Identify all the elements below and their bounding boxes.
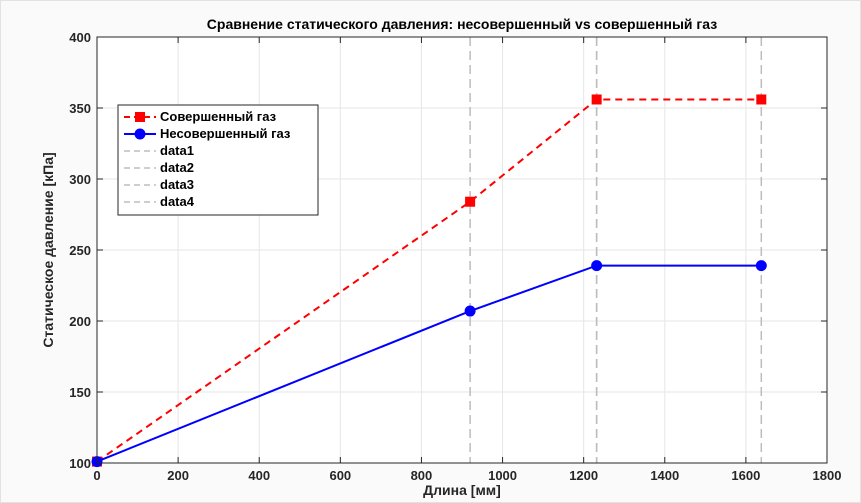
legend-label: data2 bbox=[160, 160, 194, 175]
legend-entry: data3 bbox=[124, 177, 194, 192]
data-point bbox=[755, 260, 767, 272]
series-line-1 bbox=[96, 264, 762, 463]
chart-title: Сравнение статического давления: несовер… bbox=[207, 16, 717, 32]
legend: Совершенный газ Несовершенный газ data1 dat… bbox=[117, 104, 319, 216]
y-tick-label: 400 bbox=[69, 30, 91, 45]
legend-label: Несовершенный газ bbox=[160, 126, 291, 141]
legend-entry: Совершенный газ bbox=[124, 109, 277, 124]
x-tick-label: 1200 bbox=[569, 468, 598, 483]
data-point bbox=[756, 94, 767, 105]
data-point bbox=[464, 305, 476, 317]
x-tick-label: 0 bbox=[93, 468, 100, 483]
x-tick-label: 1600 bbox=[731, 468, 760, 483]
x-tick-label: 1000 bbox=[488, 468, 517, 483]
y-tick-label: 100 bbox=[69, 456, 91, 471]
y-tick-label: 200 bbox=[69, 314, 91, 329]
y-tick-label: 150 bbox=[69, 385, 91, 400]
legend-entry: data1 bbox=[124, 143, 194, 158]
legend-entry: data4 bbox=[124, 194, 195, 209]
data-point bbox=[591, 94, 602, 105]
legend-marker bbox=[134, 128, 146, 140]
y-tick-label: 250 bbox=[69, 243, 91, 258]
vertical-lines bbox=[469, 37, 763, 463]
data-point bbox=[591, 260, 603, 272]
x-tick-label: 1800 bbox=[813, 468, 842, 483]
data-point bbox=[465, 196, 476, 207]
x-tick-label: 200 bbox=[167, 468, 189, 483]
x-tick-label: 400 bbox=[248, 468, 270, 483]
legend-label: Совершенный газ bbox=[160, 109, 277, 124]
x-axis-label: Длина [мм] bbox=[423, 482, 501, 498]
legend-marker bbox=[135, 112, 145, 122]
y-tick-label: 300 bbox=[69, 172, 91, 187]
legend-entry: Несовершенный газ bbox=[124, 126, 291, 141]
x-tick-label: 600 bbox=[329, 468, 351, 483]
legend-label: data1 bbox=[160, 143, 194, 158]
legend-label: data4 bbox=[160, 194, 195, 209]
x-tick-label: 1400 bbox=[650, 468, 679, 483]
x-tick-label: 800 bbox=[411, 468, 433, 483]
y-axis-label: Статическое давление [кПа] bbox=[40, 152, 56, 347]
legend-entry: data2 bbox=[124, 160, 194, 175]
series-line-0 bbox=[96, 98, 762, 463]
y-tick-label: 350 bbox=[69, 101, 91, 116]
legend-box bbox=[117, 104, 319, 216]
ticks: 0 200 400 600 800 1000 1200 1400 1600 1800 100 150 2… bbox=[69, 30, 841, 483]
legend-label: data3 bbox=[160, 177, 194, 192]
